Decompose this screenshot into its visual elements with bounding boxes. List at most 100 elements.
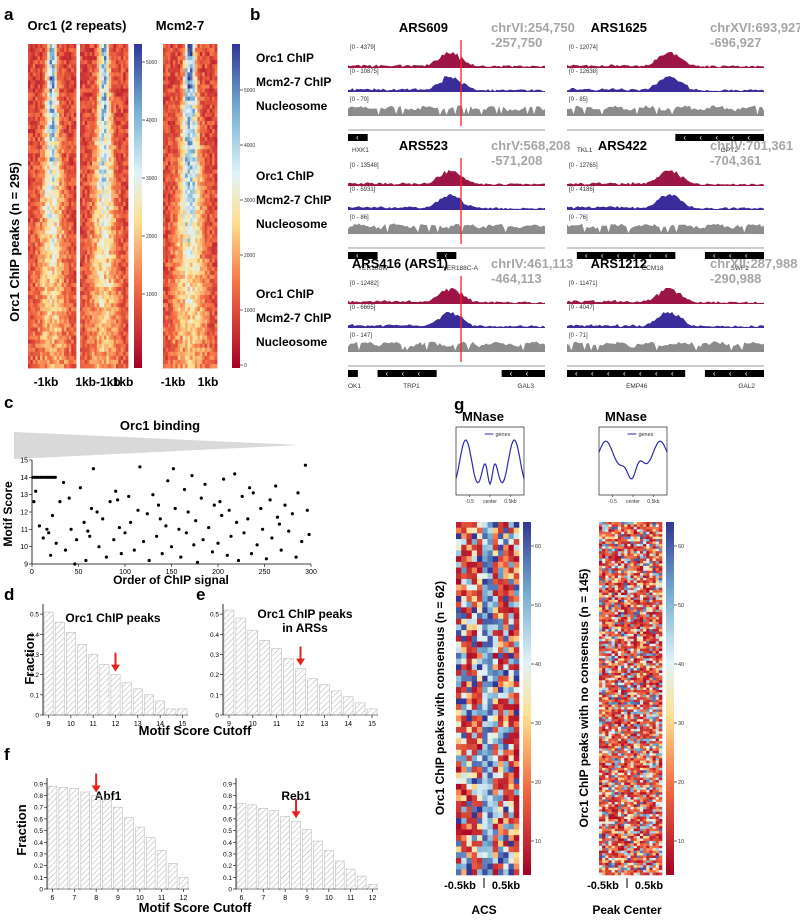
heatmap-cell: [199, 112, 203, 118]
heatmap-cell: [163, 359, 166, 365]
heatmap-cell: [106, 181, 110, 187]
heatmap-cell: [204, 311, 208, 316]
heatmap-cell: [125, 254, 129, 260]
heatmap-cell: [84, 242, 88, 247]
heatmap-cell: [44, 307, 48, 312]
heatmap-cell: [28, 157, 31, 162]
heatmap-cell: [207, 230, 211, 235]
heatmap-cell: [180, 307, 184, 312]
heatmap-cell: [170, 295, 174, 300]
heatmap-cell: [84, 125, 88, 130]
heatmap-cell: [87, 351, 90, 357]
heatmap-cell: [108, 133, 112, 138]
heatmap-cell: [42, 343, 46, 349]
heatmap-cell: [66, 88, 70, 93]
heatmap-cell: [197, 258, 201, 264]
heatmap-cell: [82, 307, 86, 312]
heatmap-cell: [40, 238, 43, 243]
heatmap-cell: [197, 76, 201, 81]
heatmap-cell: [104, 133, 107, 138]
heatmap-cell: [190, 315, 193, 320]
heatmap-cell: [101, 343, 105, 349]
heatmap-cell: [207, 108, 211, 114]
heatmap-cell: [37, 335, 41, 341]
heatmap-cell: [89, 48, 93, 53]
heatmap-cell: [94, 250, 98, 255]
heatmap-cell: [66, 335, 70, 341]
heatmap-cell: [52, 291, 55, 296]
heatmap-cell: [49, 230, 53, 235]
heatmap-cell: [167, 84, 171, 89]
heatmap-cell: [108, 250, 112, 255]
heatmap-cell: [44, 319, 48, 324]
heatmap-cell: [123, 133, 126, 138]
heatmap-cell: [104, 270, 107, 276]
heatmap-cell: [71, 226, 74, 231]
heatmap-cell: [104, 80, 107, 85]
heatmap-cell: [165, 52, 169, 57]
heatmap-cell: [113, 52, 117, 57]
heatmap-cell: [40, 234, 43, 239]
heatmap-cell: [28, 96, 31, 102]
heatmap-cell: [182, 323, 186, 328]
heatmap-cell: [52, 104, 55, 110]
heatmap-cell: [64, 165, 67, 170]
heatmap-cell: [170, 234, 174, 239]
heatmap-cell: [111, 133, 114, 138]
heatmap-cell: [54, 327, 58, 332]
heatmap-cell: [35, 363, 38, 369]
heatmap-cell: [125, 193, 129, 199]
heatmap-cell: [111, 64, 114, 69]
heatmap-cell: [92, 291, 95, 296]
heatmap-cell: [120, 193, 124, 199]
heatmap-cell: [209, 141, 213, 146]
heatmap-cell: [73, 133, 77, 138]
heatmap-cell: [37, 80, 41, 85]
heatmap-cell: [94, 104, 98, 110]
heatmap-cell: [214, 44, 218, 49]
heatmap-cell: [84, 266, 88, 272]
heatmap-cell: [108, 315, 112, 320]
heatmap-cell: [116, 214, 119, 219]
heatmap-cell: [42, 80, 46, 85]
heatmap-cell: [89, 189, 93, 195]
heatmap-cell: [104, 84, 107, 89]
heatmap-cell: [123, 331, 126, 336]
heatmap-cell: [59, 129, 62, 134]
heatmap-cell: [80, 323, 83, 328]
heatmap-cell: [180, 242, 184, 247]
heatmap-cell: [66, 64, 70, 69]
heatmap-cell: [111, 177, 114, 183]
heatmap-cell: [214, 120, 218, 126]
heatmap-cell: [30, 222, 34, 227]
heatmap-cell: [37, 347, 41, 353]
heatmap-cell: [30, 214, 34, 219]
heatmap-cell: [52, 246, 55, 251]
heatmap-cell: [28, 278, 31, 284]
heatmap-cell: [104, 197, 107, 203]
heatmap-cell: [209, 157, 213, 162]
heatmap-cell: [214, 108, 218, 114]
heatmap-cell: [177, 266, 181, 272]
heatmap-cell: [187, 149, 191, 154]
heatmap-cell: [56, 104, 60, 110]
heatmap-cell: [123, 327, 126, 332]
heatmap-cell: [116, 52, 119, 57]
heatmap-cell: [182, 108, 186, 114]
heatmap-cell: [177, 315, 181, 320]
heatmap-cell: [68, 359, 72, 365]
heatmap-cell: [163, 234, 166, 239]
heatmap-cell: [35, 327, 38, 332]
heatmap-cell: [214, 254, 218, 260]
heatmap-cell: [197, 222, 201, 227]
heatmap-cell: [118, 112, 122, 118]
heatmap-cell: [125, 201, 129, 207]
heatmap-cell: [175, 201, 179, 207]
heatmap-cell: [185, 52, 188, 57]
heatmap-cell: [73, 197, 77, 203]
heatmap-cell: [167, 48, 171, 53]
heatmap-cell: [182, 295, 186, 300]
heatmap-cell: [96, 323, 100, 328]
heatmap-cell: [116, 165, 119, 170]
heatmap-cell: [199, 335, 203, 341]
